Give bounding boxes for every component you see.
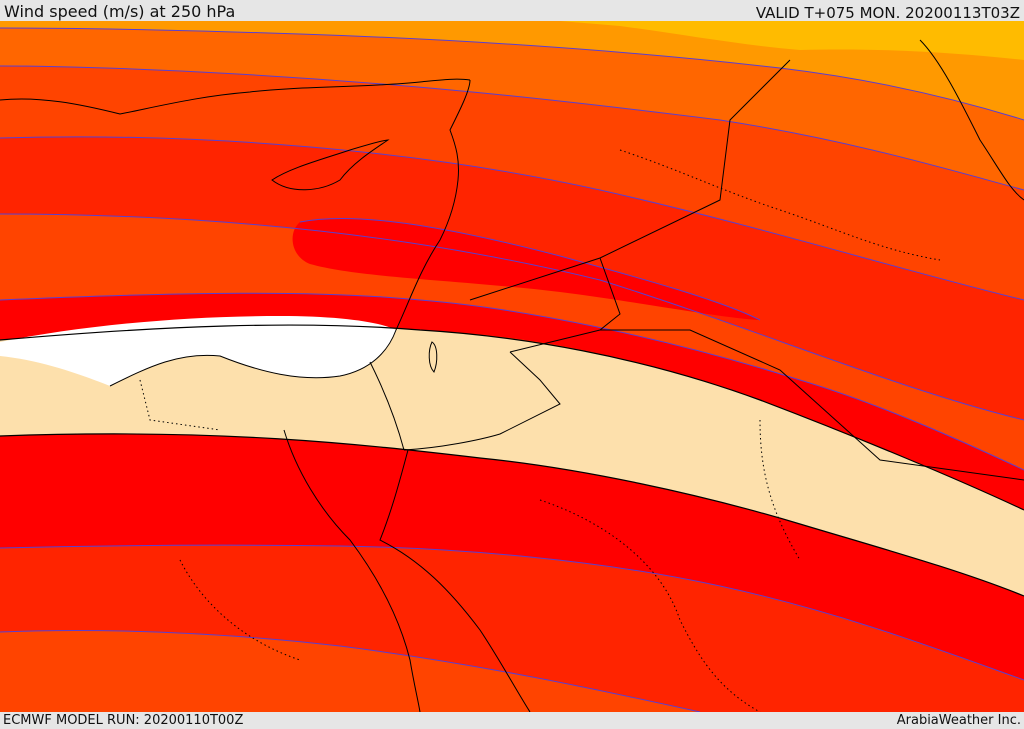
map-title: Wind speed (m/s) at 250 hPa [4, 2, 236, 21]
coastline [0, 78, 471, 115]
contour-line [299, 217, 761, 321]
wheat-edges [0, 324, 1024, 597]
contour-line-black [0, 324, 1024, 511]
coastline [283, 429, 421, 712]
coastline [379, 449, 531, 712]
band-red-core [292, 218, 760, 320]
province-border [619, 149, 941, 261]
credit-text: ArabiaWeather Inc. [896, 713, 1021, 728]
country-border [369, 361, 405, 451]
borders [369, 59, 1024, 481]
coastline [428, 341, 438, 373]
province-border [179, 559, 301, 661]
coastline [271, 139, 390, 191]
band-white [0, 316, 396, 386]
coastlines [0, 39, 1024, 712]
contour-line-black [0, 433, 1024, 597]
band-wheat [0, 325, 1024, 596]
band-red-south [0, 433, 1024, 680]
contour-lines [0, 27, 1024, 712]
country-border [509, 329, 1024, 481]
coastline [109, 79, 471, 387]
header-bar: Wind speed (m/s) at 250 hPa VALID T+075 … [0, 0, 1024, 21]
contour-line [0, 27, 1024, 121]
province-borders [139, 149, 941, 712]
province-border [139, 379, 221, 431]
contour-line [0, 65, 1024, 191]
band-redorange-north [0, 136, 1024, 420]
contour-line [0, 136, 1024, 301]
country-border [599, 257, 621, 331]
wind-speed-map [0, 21, 1024, 712]
valid-time: VALID T+075 MON. 20200113T03Z [755, 4, 1020, 22]
country-border [403, 351, 561, 451]
band-gold [560, 21, 1024, 60]
footer-bar: ECMWF MODEL RUN: 20200110T00Z ArabiaWeat… [0, 712, 1024, 729]
model-run: ECMWF MODEL RUN: 20200110T00Z [3, 713, 244, 728]
band-red-north [0, 293, 1024, 510]
contour-line [0, 630, 701, 712]
coastline [919, 39, 1024, 201]
contour-line [0, 292, 1024, 471]
province-border [539, 499, 761, 712]
band-redorange-south [0, 545, 1024, 712]
contour-line [0, 213, 1024, 421]
country-border [469, 59, 791, 301]
contour-line [0, 544, 1024, 681]
